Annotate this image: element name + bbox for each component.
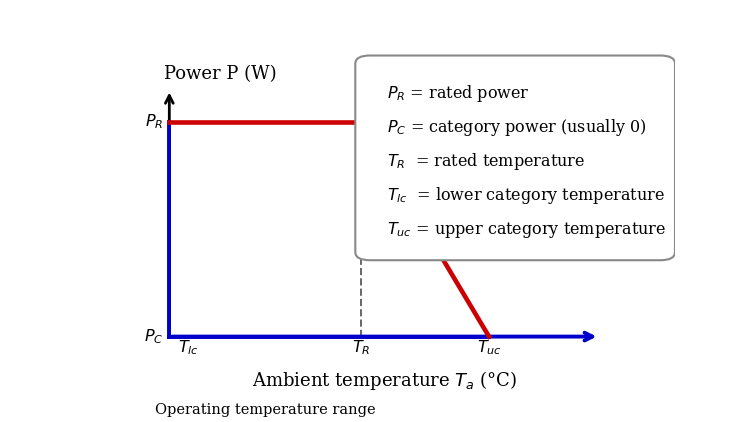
Text: $T_{lc}$  = lower category temperature: $T_{lc}$ = lower category temperature [387,186,665,206]
Text: Power P (W): Power P (W) [164,65,276,83]
Text: $P_C$ = category power (usually 0): $P_C$ = category power (usually 0) [387,117,646,138]
Text: $P_R$ = rated power: $P_R$ = rated power [387,83,530,104]
Text: $P_C$: $P_C$ [144,327,164,346]
Text: $T_R$  = rated temperature: $T_R$ = rated temperature [387,151,585,172]
Text: $T_{uc}$: $T_{uc}$ [476,338,502,357]
Text: $T_R$: $T_R$ [352,338,370,357]
Text: $T_{lc}$: $T_{lc}$ [178,338,199,357]
Text: $P_R$: $P_R$ [146,113,164,132]
Text: $T_{uc}$ = upper category temperature: $T_{uc}$ = upper category temperature [387,219,666,240]
Text: Ambient temperature $T_a$ (°C): Ambient temperature $T_a$ (°C) [252,369,517,392]
FancyBboxPatch shape [356,56,675,260]
Text: Operating temperature range: Operating temperature range [155,403,376,417]
